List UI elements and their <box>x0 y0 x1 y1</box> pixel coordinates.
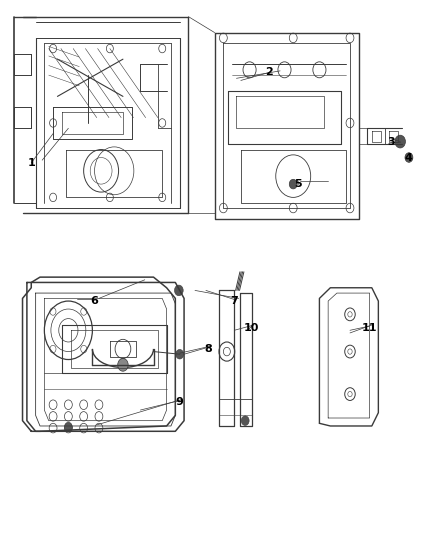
Text: 5: 5 <box>294 179 301 189</box>
Text: 7: 7 <box>230 296 238 306</box>
Circle shape <box>64 422 72 432</box>
Text: 6: 6 <box>91 296 99 306</box>
Text: 3: 3 <box>388 136 395 147</box>
Text: 10: 10 <box>244 322 259 333</box>
Circle shape <box>118 359 128 371</box>
Circle shape <box>405 153 413 163</box>
Circle shape <box>241 416 249 425</box>
Text: 4: 4 <box>405 152 413 163</box>
Text: 9: 9 <box>176 397 184 407</box>
Text: 11: 11 <box>362 322 378 333</box>
Circle shape <box>176 350 184 359</box>
Circle shape <box>174 285 183 296</box>
Text: 1: 1 <box>28 158 35 168</box>
Text: 2: 2 <box>265 68 273 77</box>
Circle shape <box>289 179 297 189</box>
Circle shape <box>395 135 406 148</box>
Text: 8: 8 <box>204 344 212 354</box>
